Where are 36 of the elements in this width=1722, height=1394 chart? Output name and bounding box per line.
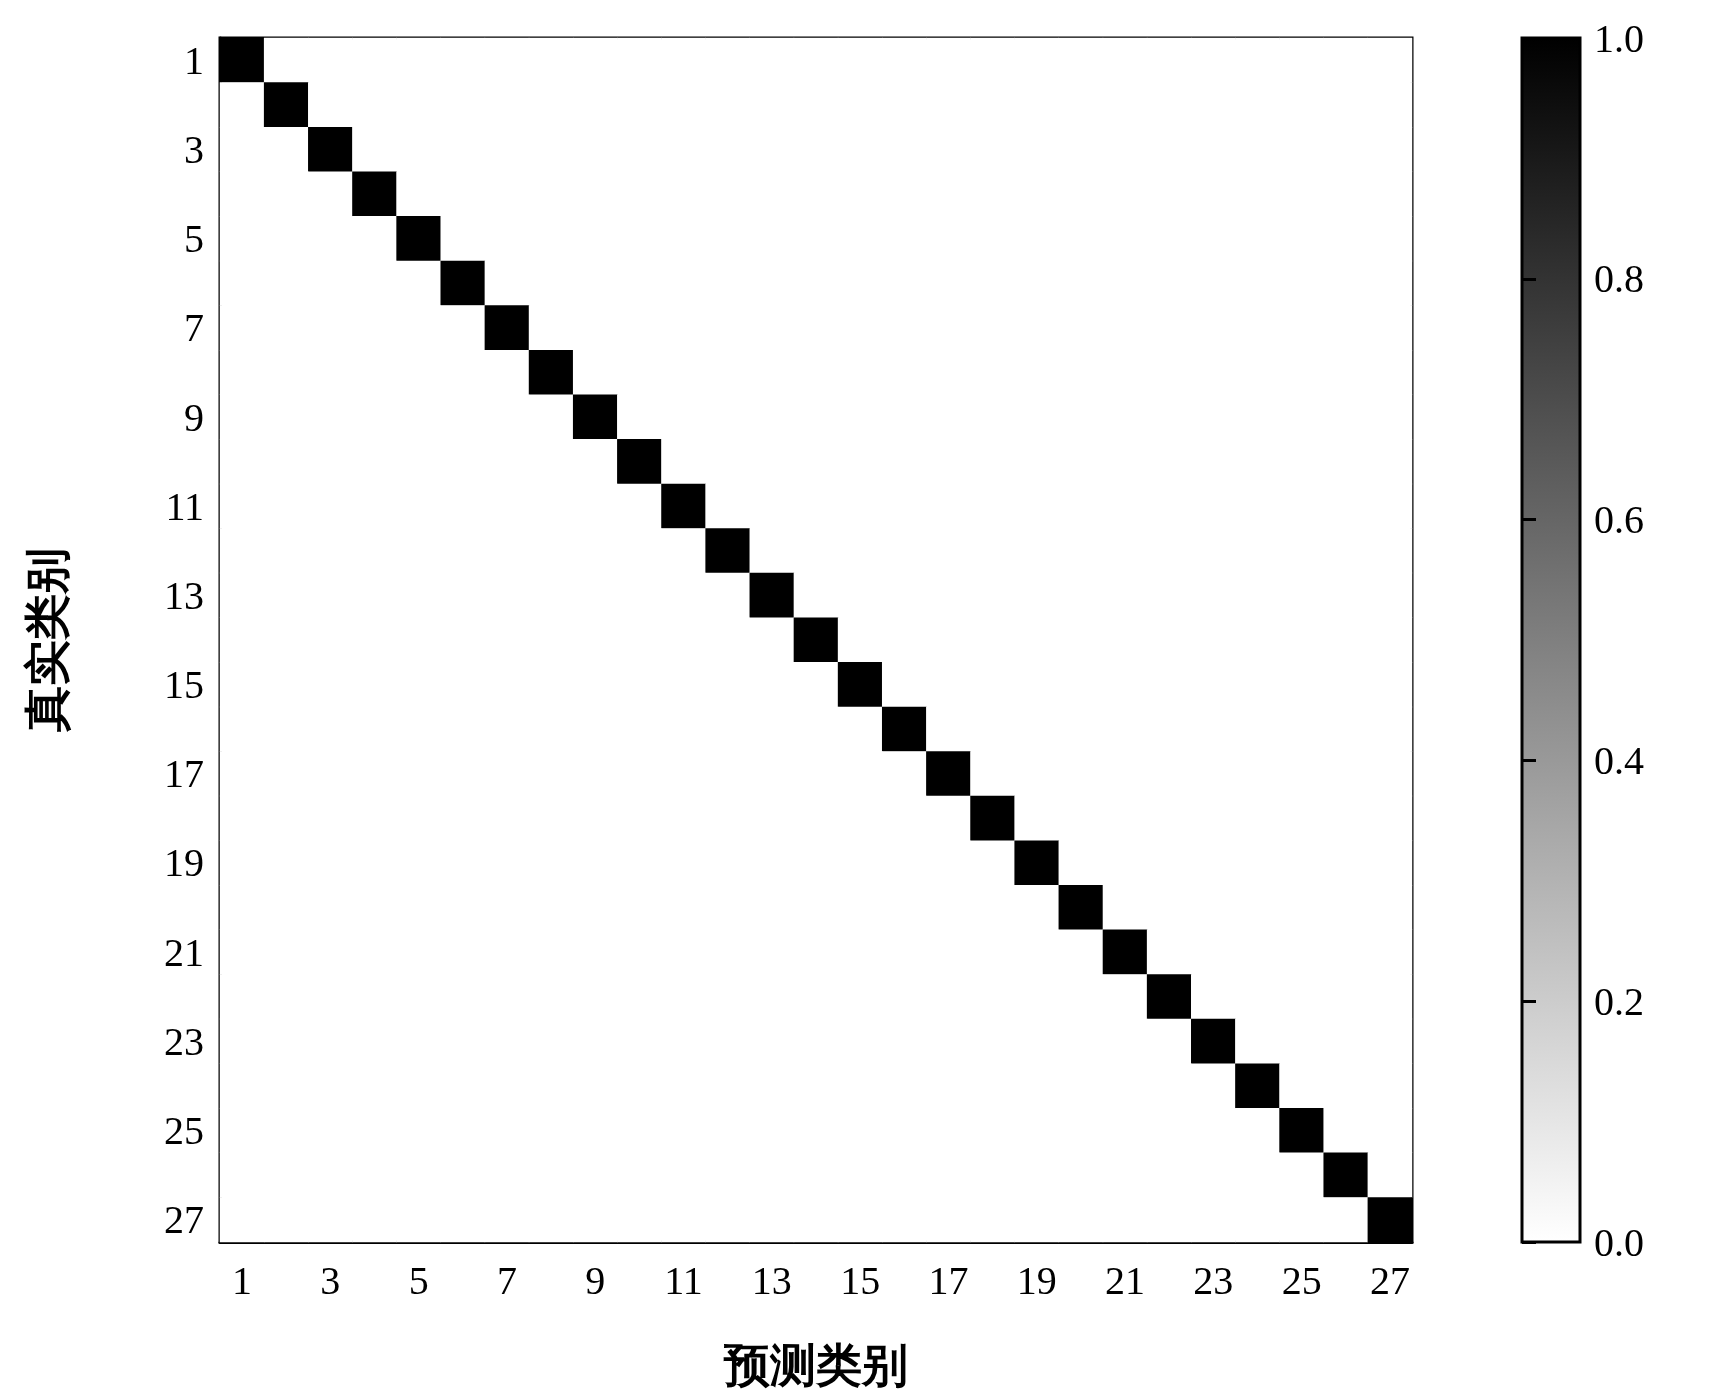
y-tick-label: 11 xyxy=(165,483,204,529)
x-tick-label: 25 xyxy=(1281,1257,1322,1303)
y-tick-label: 25 xyxy=(164,1108,204,1154)
x-tick-label: 1 xyxy=(232,1257,253,1303)
color-bar-label: 0.6 xyxy=(1594,497,1644,543)
x-axis-title: 预测类别 xyxy=(723,1339,908,1391)
y-axis-title: 真实类别 xyxy=(21,548,73,733)
x-tick-label: 3 xyxy=(320,1257,341,1303)
y-tick-label: 23 xyxy=(164,1018,204,1064)
y-tick-label: 9 xyxy=(184,394,204,440)
x-tick-label: 23 xyxy=(1193,1257,1234,1303)
y-tick-label: 5 xyxy=(184,216,204,262)
y-tick-label: 21 xyxy=(164,929,204,975)
y-tick-label: 13 xyxy=(164,572,204,618)
x-tick-label: 7 xyxy=(496,1257,517,1303)
x-tick-label: 19 xyxy=(1016,1257,1057,1303)
y-tick-label: 19 xyxy=(164,840,204,886)
x-tick-label: 9 xyxy=(585,1257,606,1303)
x-tick-label: 27 xyxy=(1369,1257,1410,1303)
y-tick-label: 3 xyxy=(184,126,204,172)
x-tick-label: 17 xyxy=(928,1257,969,1303)
y-tick-label: 27 xyxy=(164,1197,204,1243)
color-bar-label: 0.4 xyxy=(1594,737,1644,783)
x-tick-label: 13 xyxy=(751,1257,792,1303)
x-tick-label: 15 xyxy=(840,1257,881,1303)
y-tick-label: 1 xyxy=(184,37,204,83)
x-tick-label: 21 xyxy=(1105,1257,1146,1303)
y-tick-label: 15 xyxy=(164,662,204,708)
color-bar-label: 0.0 xyxy=(1594,1219,1644,1265)
x-tick-label: 11 xyxy=(664,1257,703,1303)
y-tick-label: 17 xyxy=(164,751,204,797)
color-bar-label: 0.2 xyxy=(1594,978,1644,1024)
y-tick-label: 7 xyxy=(184,305,204,351)
x-tick-label: 5 xyxy=(408,1257,429,1303)
color-bar-label: 1.0 xyxy=(1594,15,1644,61)
color-bar-label: 0.8 xyxy=(1594,256,1644,302)
